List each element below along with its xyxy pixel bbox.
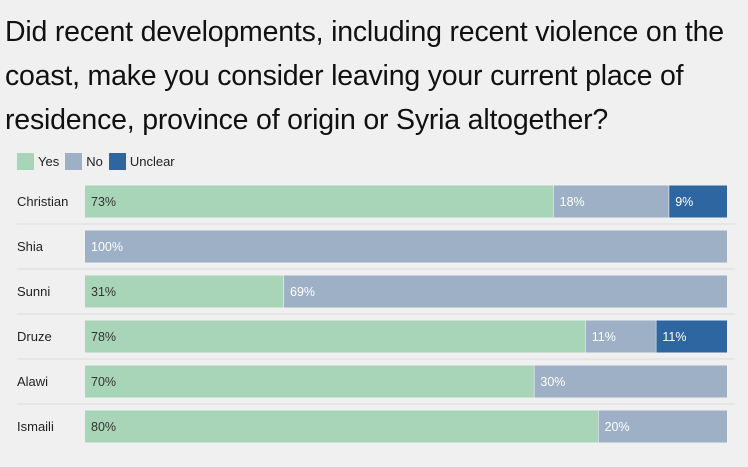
- value-label-christian-no: 18%: [560, 195, 585, 209]
- value-label-sunni-no: 69%: [290, 285, 315, 299]
- bar-druze-no: [585, 320, 657, 353]
- bar-druze-yes: [85, 320, 586, 353]
- legend-label-yes: Yes: [38, 153, 60, 169]
- category-label-ismaili: Ismaili: [17, 419, 54, 434]
- value-label-druze-yes: 78%: [91, 330, 116, 344]
- value-label-druze-unclear: 11%: [662, 330, 686, 344]
- bar-christian-unclear: [669, 185, 727, 218]
- category-label-sunni: Sunni: [17, 284, 50, 299]
- bar-shia-no: [85, 230, 727, 263]
- category-label-shia: Shia: [17, 239, 44, 254]
- legend-swatch-no: [65, 152, 83, 170]
- bar-druze-unclear: [656, 320, 727, 353]
- value-label-shia-no: 100%: [91, 240, 123, 254]
- category-label-druze: Druze: [17, 329, 52, 344]
- legend: Yes No Unclear: [17, 152, 181, 170]
- value-label-druze-no: 11%: [592, 330, 616, 344]
- legend-label-no: No: [86, 153, 103, 169]
- legend-item-yes: Yes: [17, 152, 60, 170]
- legend-swatch-unclear: [108, 152, 126, 170]
- chart-title: Did recent developments, including recen…: [5, 16, 724, 136]
- bar-alawi-no: [534, 365, 727, 398]
- bar-christian-no: [553, 185, 670, 218]
- legend-label-unclear: Unclear: [129, 153, 175, 169]
- value-label-alawi-no: 30%: [540, 375, 565, 389]
- value-label-ismaili-yes: 80%: [91, 420, 116, 434]
- value-label-ismaili-no: 20%: [605, 420, 630, 434]
- category-label-christian: Christian: [17, 194, 68, 209]
- value-label-sunni-yes: 31%: [91, 285, 116, 299]
- bar-sunni-no: [284, 275, 727, 308]
- value-label-alawi-yes: 70%: [91, 375, 116, 389]
- bar-ismaili-no: [598, 410, 727, 443]
- value-label-christian-yes: 73%: [91, 195, 116, 209]
- legend-item-no: No: [65, 152, 103, 170]
- bar-ismaili-yes: [85, 410, 599, 443]
- category-label-alawi: Alawi: [17, 374, 48, 389]
- bar-alawi-yes: [85, 365, 535, 398]
- bar-christian-yes: [85, 185, 554, 218]
- value-label-christian-unclear: 9%: [675, 195, 693, 209]
- bar-sunni-yes: [85, 275, 285, 308]
- legend-swatch-yes: [17, 152, 34, 170]
- legend-item-unclear: Unclear: [108, 152, 175, 170]
